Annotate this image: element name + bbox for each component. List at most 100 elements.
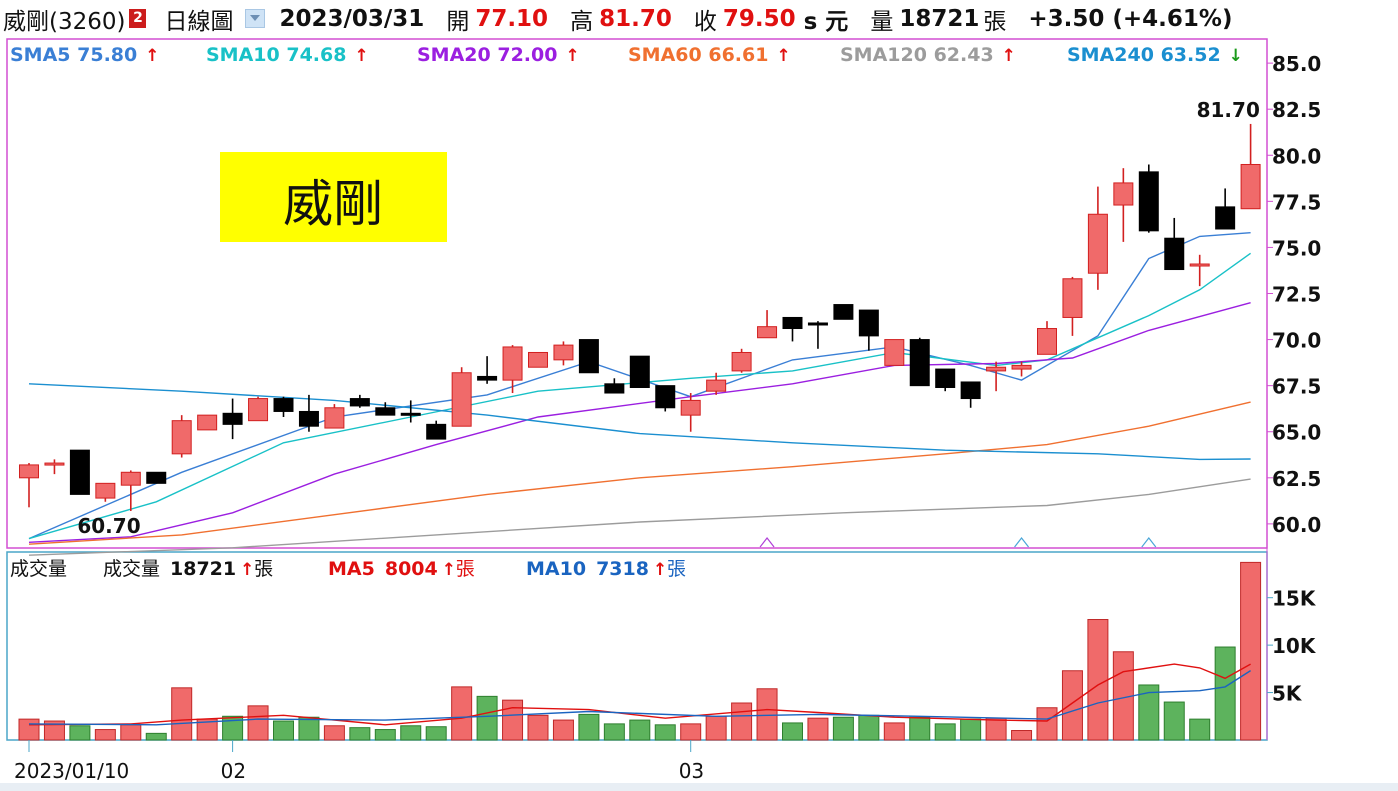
volume-bar — [69, 725, 91, 741]
ma10-volume-line — [28, 670, 1251, 726]
volume-bar — [883, 722, 905, 741]
volume-bar — [527, 714, 549, 741]
price-tick-label: 62.5 — [1272, 467, 1321, 491]
volume-bar — [323, 725, 345, 741]
quote-date: 2023/03/31 — [279, 5, 425, 32]
price-annotation: 60.70 — [77, 514, 140, 538]
candle — [451, 367, 472, 427]
signal-triangle-icon — [1014, 537, 1030, 548]
candle — [1240, 123, 1261, 210]
volume-bar — [578, 713, 600, 741]
sma120-line — [28, 478, 1251, 556]
high-value: 81.70 — [599, 5, 672, 32]
volume-bar — [782, 722, 803, 741]
candle — [248, 396, 269, 422]
volume-legend-label: MA10 — [526, 558, 586, 580]
volume-bar — [552, 719, 574, 741]
volume-tick-label: 5K — [1272, 682, 1303, 706]
arrow-up-icon: ↑ — [354, 46, 368, 66]
volume-bar — [1189, 718, 1211, 741]
volume-legend-value: 8004 — [385, 558, 438, 580]
price-change: +3.50 (+4.61%) — [1028, 5, 1233, 32]
candle — [1215, 188, 1236, 230]
legend-sma10: SMA10 74.68 — [206, 44, 346, 66]
volume-bar — [502, 699, 524, 741]
candle — [629, 355, 650, 388]
ma5-volume-line — [28, 663, 1251, 726]
arrow-up-icon: ↑ — [240, 560, 254, 580]
stock-title-box — [220, 152, 447, 242]
currency-label: s 元 — [803, 8, 849, 35]
candle — [604, 378, 625, 394]
stock-name[interactable]: 威剛(3260) — [3, 8, 126, 35]
volume-bar — [1163, 701, 1185, 741]
volume-bar — [1240, 561, 1262, 741]
volume-bar — [934, 723, 956, 741]
price-tick-label: 65.0 — [1272, 421, 1321, 445]
candle — [120, 470, 141, 511]
open-label: 開 — [446, 8, 470, 35]
volume-bar — [680, 723, 702, 741]
volume-bar — [603, 723, 625, 741]
candle — [884, 339, 905, 366]
volume-tick-label: 10K — [1272, 634, 1317, 658]
volume-legend-value: 18721 — [170, 558, 236, 580]
volume-bar — [731, 702, 753, 741]
candle — [528, 351, 548, 368]
price-tick-label: 85.0 — [1272, 52, 1321, 76]
candle — [171, 415, 192, 458]
volume-axis: 15K 10K 5K — [1267, 587, 1317, 706]
candle — [273, 396, 294, 417]
candle — [324, 404, 345, 429]
candle — [1011, 361, 1032, 377]
legend-sma20: SMA20 72.00 — [417, 44, 557, 66]
volume-bar — [94, 729, 116, 741]
volume-bar — [400, 725, 422, 741]
volume-bar — [374, 729, 396, 741]
close-value: 79.50 — [722, 5, 796, 32]
volume-tick-label: 15K — [1272, 587, 1317, 611]
arrow-up-icon: ↑ — [145, 46, 159, 66]
legend-sma60: SMA60 66.61 — [628, 44, 768, 66]
volume-bar — [629, 719, 651, 741]
candle — [986, 361, 1007, 392]
arrow-up-icon: ↑ — [776, 46, 790, 66]
price-tick-label: 77.5 — [1272, 190, 1321, 214]
volume-bar — [1214, 646, 1236, 741]
candle — [578, 339, 599, 374]
candle — [95, 482, 116, 502]
candle — [400, 400, 421, 423]
volume-bar — [960, 718, 982, 741]
legend-sma120: SMA120 62.43 — [840, 44, 994, 66]
candle — [1113, 168, 1134, 242]
legend-sma240: SMA240 63.52 — [1067, 44, 1221, 66]
period-selector-label[interactable]: 日線圖 — [164, 8, 234, 35]
open-value: 77.10 — [475, 5, 549, 32]
price-legend: SMA5 75.80 ↑ SMA10 74.68 ↑ SMA20 72.00 ↑ SMA60… — [10, 44, 1243, 66]
volume-bar — [273, 720, 294, 741]
legend-sma5: SMA5 75.80 — [10, 44, 137, 66]
price-tick-label: 80.0 — [1272, 144, 1321, 168]
alert-badge: 2 — [129, 9, 147, 28]
date-tick-label: 2023/01/10 — [14, 759, 129, 783]
date-tick-label: 03 — [679, 759, 704, 783]
candle — [1164, 217, 1185, 271]
arrow-up-icon: ↑ — [442, 560, 456, 580]
volume-bar — [1138, 684, 1160, 741]
stock-title-text: 威剛 — [283, 175, 383, 233]
high-label: 高 — [570, 8, 594, 35]
candlesticks — [19, 123, 1261, 511]
volume-legend: 成交量 成交量 18721 ↑ 張 MA5 8004 ↑ 張 MA10 7318 ↑ 張 — [10, 558, 686, 580]
candle — [807, 321, 828, 349]
candle — [782, 316, 803, 342]
arrow-up-icon: ↑ — [1002, 46, 1016, 66]
volume-bar — [298, 716, 320, 741]
sma60-line — [28, 401, 1251, 545]
horizontal-scrollbar[interactable] — [0, 783, 1398, 791]
candle — [935, 368, 956, 392]
volume-bar — [171, 687, 193, 741]
price-tick-label: 82.5 — [1272, 98, 1321, 122]
volume-bar — [756, 688, 778, 741]
chevron-down-icon[interactable] — [245, 9, 266, 28]
